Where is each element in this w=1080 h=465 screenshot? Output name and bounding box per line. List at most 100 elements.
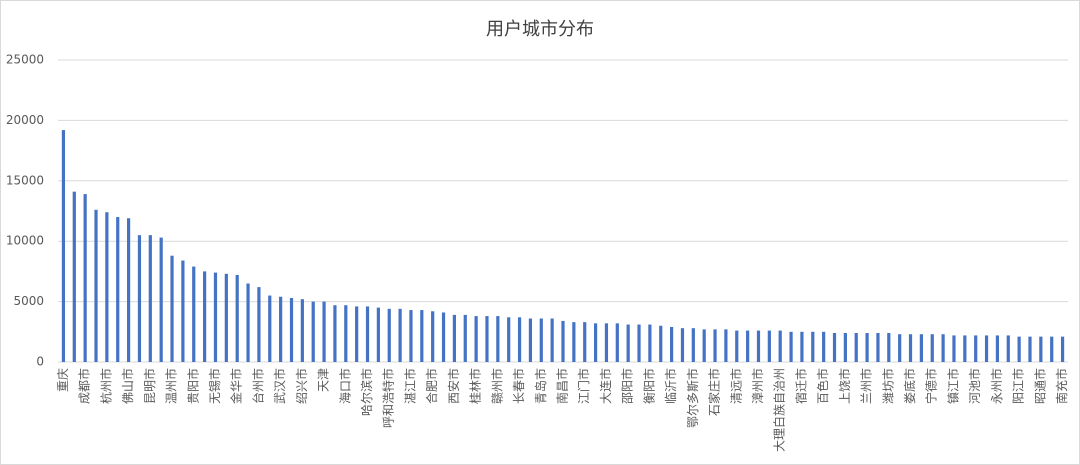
- bar: [876, 333, 880, 362]
- y-tick-label: 15000: [6, 173, 44, 187]
- bar: [452, 314, 456, 362]
- bar: [344, 305, 348, 362]
- bar: [572, 322, 576, 362]
- bar: [170, 255, 174, 362]
- bar: [800, 331, 804, 362]
- bar: [105, 212, 109, 362]
- bar: [431, 311, 435, 362]
- bar: [83, 194, 87, 362]
- bar: [659, 325, 663, 362]
- bar: [811, 331, 815, 362]
- x-tick-label: 上饶市: [837, 368, 852, 404]
- x-tick-label: 江门市: [576, 368, 591, 404]
- bar: [116, 217, 120, 362]
- bar: [843, 333, 847, 362]
- x-tick-label: 南昌市: [555, 368, 570, 404]
- x-tick-label: 鄂尔多斯市: [685, 368, 700, 428]
- bar: [746, 330, 750, 362]
- bar: [61, 130, 66, 362]
- x-tick-label: 贵阳市: [185, 368, 200, 404]
- x-tick-label: 无锡市: [207, 368, 222, 404]
- y-tick-label: 20000: [6, 113, 44, 127]
- x-tick-label: 温州市: [164, 368, 179, 404]
- bar: [789, 331, 793, 362]
- bar: [854, 333, 858, 362]
- bar: [756, 330, 761, 362]
- x-tick-label: 重庆: [56, 368, 70, 392]
- bar: [322, 301, 326, 362]
- x-tick-label: 清远市: [728, 368, 743, 404]
- bar: [865, 333, 869, 362]
- chart-title: 用户城市分布: [486, 19, 594, 40]
- x-tick-label: 漳州市: [750, 368, 765, 404]
- x-tick-label: 宁德市: [924, 368, 939, 404]
- bar: [376, 307, 380, 362]
- x-tick-label: 兰州市: [859, 368, 874, 404]
- bar: [365, 306, 370, 362]
- bar: [919, 334, 923, 362]
- bar: [474, 316, 478, 362]
- bar: [268, 295, 272, 362]
- x-tick-label: 衡阳市: [641, 368, 656, 404]
- x-tick-label: 合肥市: [424, 368, 439, 404]
- bar: [289, 297, 294, 362]
- bar: [539, 318, 543, 362]
- bar: [593, 323, 598, 362]
- bar: [691, 328, 695, 362]
- bar: [311, 301, 315, 362]
- bar: [941, 334, 945, 362]
- x-tick-label: 大理白族自治州: [772, 368, 787, 452]
- bar: [1017, 336, 1021, 362]
- bar: [420, 310, 424, 362]
- x-tick-label: 赣州市: [489, 368, 504, 404]
- bar: [485, 316, 489, 362]
- x-tick-label: 娄底市: [902, 368, 917, 404]
- y-tick-label: 10000: [6, 234, 44, 248]
- x-tick-label: 桂林市: [468, 368, 483, 404]
- x-tick-label: 百色市: [815, 368, 830, 404]
- x-tick-label: 成都市: [77, 368, 92, 404]
- x-tick-label: 青岛市: [533, 368, 548, 404]
- bar: [713, 329, 717, 362]
- bar: [1028, 336, 1032, 362]
- x-tick-label: 武汉市: [272, 368, 287, 404]
- bar: [680, 328, 685, 362]
- x-tick-label: 昭通市: [1032, 368, 1047, 404]
- bar: [409, 310, 413, 362]
- bar: [517, 317, 522, 362]
- bar: [203, 271, 207, 362]
- bar: [528, 318, 533, 362]
- bar: [148, 235, 152, 362]
- bar: [974, 335, 978, 362]
- bar: [648, 324, 652, 362]
- x-tick-label: 河池市: [967, 368, 982, 404]
- bar: [463, 314, 467, 362]
- bar: [702, 329, 706, 362]
- bar: [333, 305, 337, 362]
- x-tick-label: 石家庄市: [707, 368, 722, 416]
- x-tick-label: 长春市: [511, 368, 526, 404]
- x-tick-label: 西安市: [446, 368, 461, 404]
- y-tick-label: 25000: [6, 53, 44, 67]
- bar: [355, 306, 359, 362]
- bar: [767, 330, 771, 362]
- bar: [735, 330, 739, 362]
- x-tick-label: 邵阳市: [620, 368, 635, 404]
- bar: [1039, 336, 1043, 362]
- y-tick-label: 5000: [13, 294, 44, 308]
- bar: [887, 333, 891, 362]
- bar: [832, 333, 837, 362]
- bar: [615, 323, 619, 362]
- bar: [1006, 335, 1010, 362]
- bar: [1050, 336, 1054, 362]
- bar: [387, 308, 391, 362]
- bar: [137, 235, 142, 362]
- bar: [670, 326, 674, 362]
- bar: [822, 331, 826, 362]
- y-tick-label: 0: [36, 355, 44, 369]
- x-tick-label: 金华市: [229, 368, 244, 404]
- bar: [224, 273, 228, 362]
- x-tick-label: 宿迁市: [793, 368, 808, 404]
- bar: [159, 237, 163, 362]
